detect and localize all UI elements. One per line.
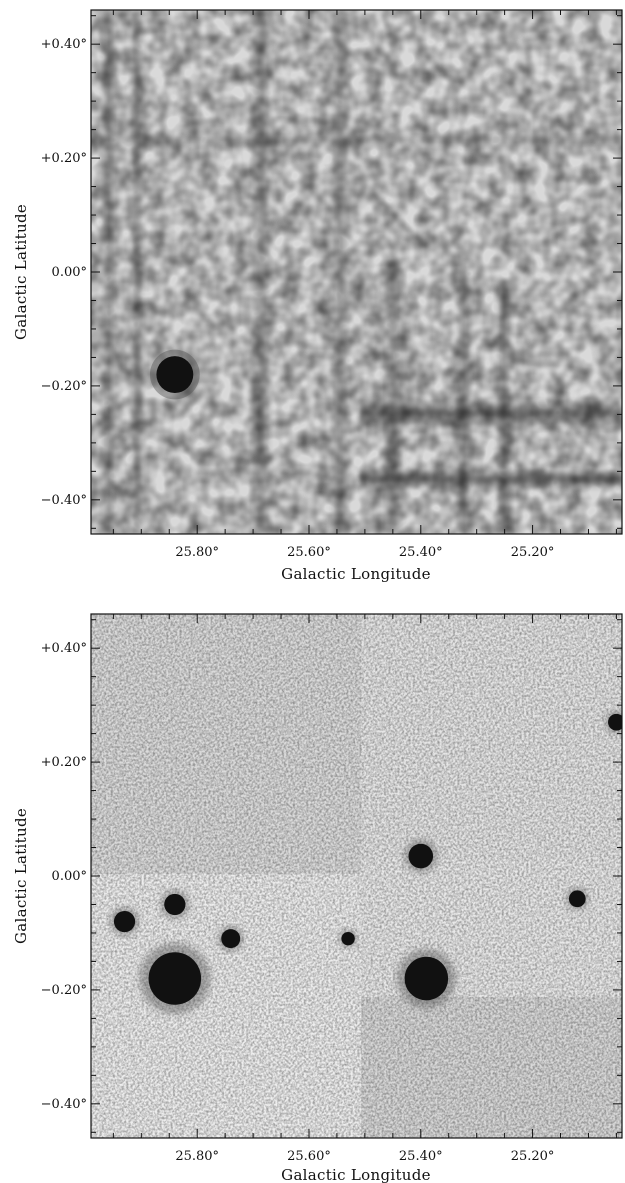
image-area [91, 614, 622, 1138]
x-tick-label: 25.40° [399, 1149, 443, 1164]
y-tick-label: 0.00° [52, 869, 87, 884]
point-source [568, 890, 586, 908]
y-tick-label: +0.40° [41, 641, 87, 656]
y-tick-label: −0.40° [41, 1097, 87, 1112]
point-source [164, 893, 186, 916]
y-tick-label: −0.20° [41, 983, 87, 998]
panel-top: 25.80° 25.60° 25.40° 25.20° +0.40° +0.20° 0.00… [12, 9, 623, 583]
point-source [221, 929, 241, 949]
point-source [148, 952, 202, 1005]
point-source [341, 931, 355, 946]
y-tick-label: −0.20° [41, 379, 87, 394]
sources [110, 710, 622, 1014]
point-source [156, 356, 194, 393]
x-tick-label: 25.20° [511, 545, 555, 560]
axis-ticks: 25.80° 25.60° 25.40° 25.20° +0.40° +0.20° 0.00… [41, 614, 622, 1164]
x-axis-title: Galactic Longitude [281, 1166, 431, 1183]
image-area [91, 10, 622, 534]
y-axis-title: Galactic Latitude [12, 808, 30, 944]
point-source [408, 843, 434, 869]
y-tick-label: +0.20° [41, 151, 87, 166]
y-tick-label: −0.40° [41, 493, 87, 508]
x-tick-label: 25.60° [287, 545, 331, 560]
point-source [404, 956, 449, 1001]
x-tick-label: 25.20° [511, 1149, 555, 1164]
y-tick-label: +0.40° [41, 37, 87, 52]
y-axis-title: Galactic Latitude [12, 204, 30, 340]
x-tick-label: 25.40° [399, 545, 443, 560]
x-tick-label: 25.60° [287, 1149, 331, 1164]
x-axis-title: Galactic Longitude [281, 565, 431, 583]
sources [149, 349, 200, 400]
y-tick-label: +0.20° [41, 755, 87, 770]
y-tick-label: 0.00° [52, 265, 87, 280]
x-tick-label: 25.80° [175, 545, 219, 560]
panel-bottom: 25.80° 25.60° 25.40° 25.20° +0.40° +0.20° 0.00… [12, 613, 623, 1183]
x-tick-label: 25.80° [175, 1149, 219, 1164]
point-source [608, 713, 622, 731]
axis-ticks: 25.80° 25.60° 25.40° 25.20° +0.40° +0.20° 0.00… [41, 10, 622, 560]
point-source [113, 910, 136, 933]
